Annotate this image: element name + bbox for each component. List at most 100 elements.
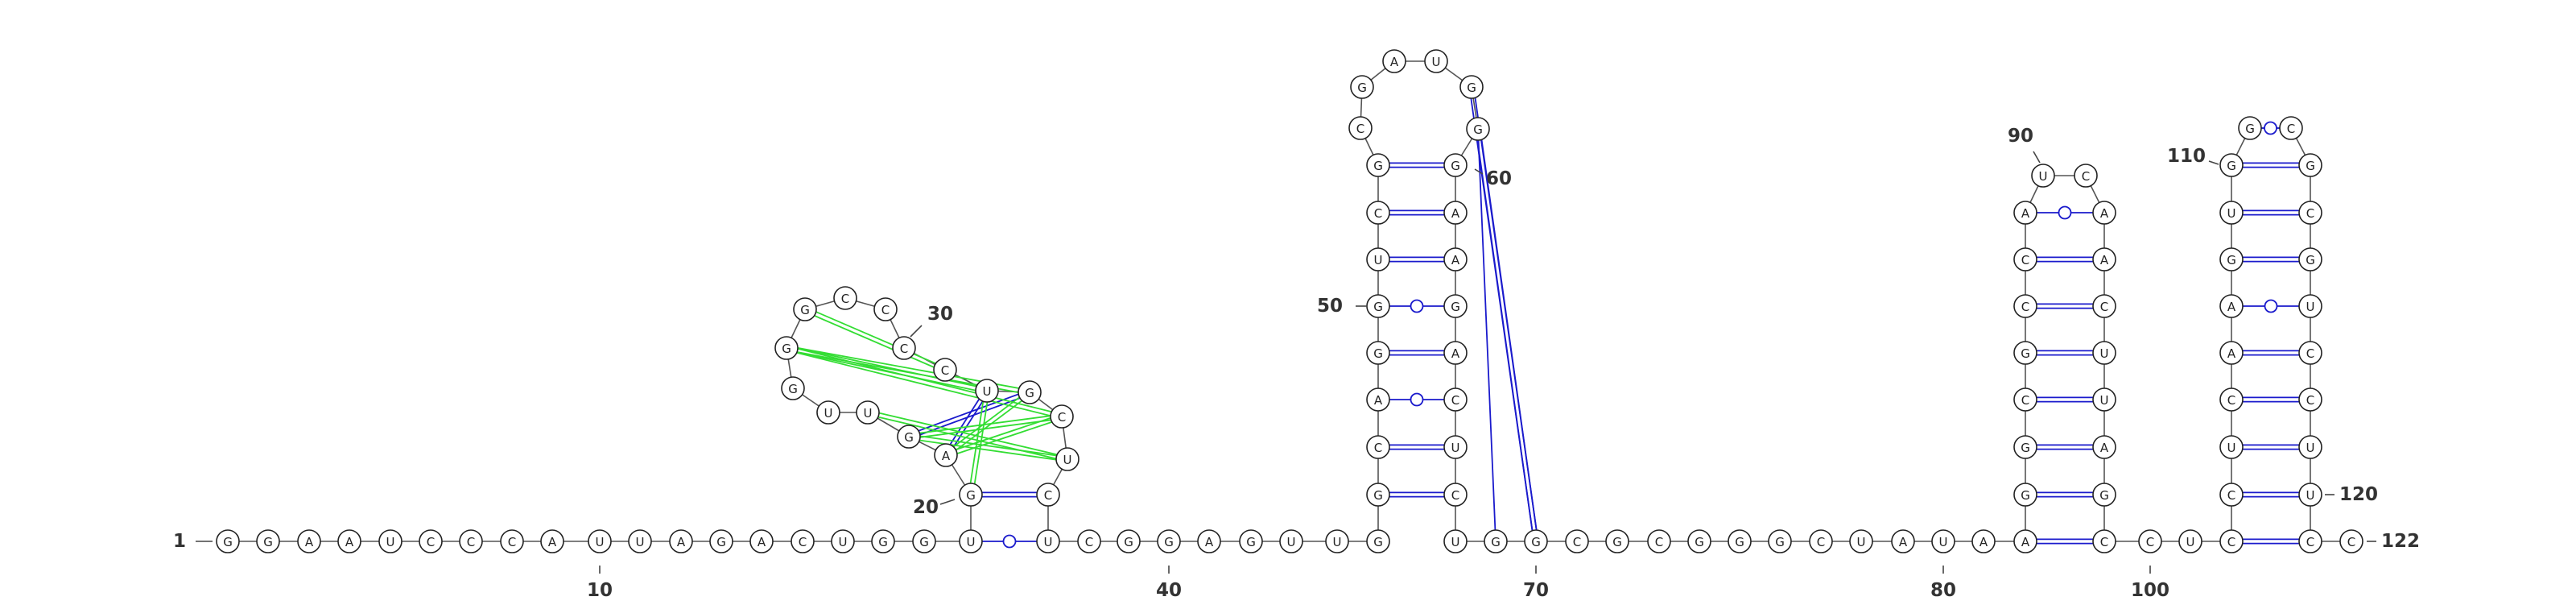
nucleotide-letter: C — [1817, 535, 1825, 549]
nucleotide-circle — [816, 400, 840, 425]
nucleotide: G — [1728, 529, 1752, 553]
position-tick — [1474, 168, 1484, 175]
nucleotide-letter: U — [1857, 535, 1866, 549]
nucleotide: A — [1443, 247, 1468, 271]
nucleotide: U — [2092, 341, 2116, 365]
nucleotide: G — [2238, 116, 2262, 140]
nucleotide: C — [419, 529, 443, 553]
nucleotide: G — [1366, 294, 1390, 318]
nucleotide-circle — [1239, 529, 1263, 553]
nucleotide-letter: G — [1124, 535, 1133, 549]
canonical-base-pair — [1472, 86, 1539, 541]
position-label: 80 — [1930, 580, 1956, 601]
nucleotide-letter: C — [881, 303, 890, 317]
nucleotide: C — [2339, 529, 2363, 553]
nucleotide: G — [709, 529, 733, 553]
nucleotide-circle — [297, 529, 321, 553]
nucleotide-circle — [1036, 529, 1060, 553]
nucleotide-letter: G — [800, 303, 810, 317]
nucleotide-letter: U — [2039, 169, 2048, 184]
nucleotide-circle — [793, 297, 817, 321]
nucleotide-letter: C — [799, 535, 807, 549]
nucleotide: C — [1050, 404, 1074, 429]
nucleotide-circle — [2219, 387, 2244, 412]
nucleotide-circle — [256, 529, 280, 553]
nucleotide-circle — [781, 376, 805, 400]
nucleotide-circle — [1424, 49, 1448, 73]
position-label: 10 — [587, 580, 613, 601]
nucleotide-circle — [1366, 341, 1390, 365]
nucleotide: A — [1197, 529, 1221, 553]
nucleotide: G — [781, 376, 805, 400]
noncanonical-base-pair — [868, 409, 1068, 458]
nucleotide: U — [1036, 529, 1060, 553]
noncanonical-base-pair — [803, 310, 945, 373]
nucleotide: C — [2092, 294, 2116, 318]
noncanonical-base-pair — [805, 306, 947, 369]
nucleotide-circle — [831, 529, 855, 553]
nucleotide: A — [1891, 529, 1915, 553]
nucleotide-circle — [833, 286, 857, 310]
position-label: 100 — [2131, 580, 2169, 601]
nucleotide-letter: A — [1979, 535, 1988, 549]
nucleotide-circle — [2298, 294, 2322, 318]
nucleotide-circle — [934, 443, 958, 467]
nucleotide-letter: U — [2306, 488, 2315, 503]
nucleotide-letter: A — [2100, 253, 2109, 267]
nucleotide-letter: A — [1899, 535, 1908, 549]
nucleotide-letter: C — [1374, 206, 1382, 221]
nucleotide: A — [669, 529, 693, 553]
nucleotide: G — [1157, 529, 1181, 553]
nucleotide-circle — [2074, 164, 2098, 188]
nucleotide: C — [2092, 529, 2116, 553]
nucleotide-letter: G — [2021, 488, 2030, 503]
nucleotide-letter: G — [878, 535, 888, 549]
nucleotide-letter: G — [1612, 535, 1622, 549]
nucleotide: C — [2279, 116, 2303, 140]
noncanonical-base-pair — [968, 390, 986, 495]
nucleotide-layer: G G A A U C C C A U U A G A C U G G U G A G U U G G G C C C C U G C U C U C G G… — [216, 49, 2363, 553]
nucleotide: G — [1018, 380, 1042, 404]
nucleotide-circle — [1325, 529, 1349, 553]
long-range-base-pair — [1477, 128, 1496, 542]
nucleotide-circle — [791, 529, 815, 553]
position-label: 122 — [2381, 531, 2420, 552]
nucleotide: C — [873, 297, 898, 321]
nucleotide-letter: C — [2021, 393, 2029, 408]
nucleotide: U — [2219, 435, 2244, 459]
position-tick — [910, 325, 923, 338]
nucleotide-circle — [2092, 483, 2116, 507]
nucleotide: A — [2092, 435, 2116, 459]
nucleotide-circle — [2219, 435, 2244, 459]
noncanonical-base-pair — [908, 437, 1067, 462]
nucleotide: G — [1366, 341, 1390, 365]
nucleotide-circle — [1366, 387, 1390, 412]
position-tick — [2208, 160, 2219, 165]
nucleotide-letter: A — [1205, 535, 1214, 549]
canonical-base-pair — [907, 389, 1030, 436]
nucleotide: C — [500, 529, 524, 553]
nucleotide: U — [1325, 529, 1349, 553]
nucleotide-letter: C — [2306, 535, 2314, 549]
nucleotide-circle — [588, 529, 612, 553]
nucleotide: A — [1443, 341, 1468, 365]
nucleotide: C — [2219, 529, 2244, 553]
noncanonical-base-pair — [946, 417, 1063, 458]
nucleotide-circle — [1524, 529, 1548, 553]
nucleotide-circle — [2013, 294, 2037, 318]
nucleotide-letter: U — [2306, 300, 2315, 314]
nucleotide: G — [1350, 75, 1374, 99]
nucleotide-circle — [1931, 529, 1955, 553]
nucleotide: G — [959, 483, 983, 507]
nucleotide-letter: C — [2082, 169, 2090, 184]
nucleotide-letter: C — [2100, 535, 2108, 549]
nucleotide: U — [1279, 529, 1303, 553]
nucleotide-circle — [892, 336, 916, 360]
nucleotide-circle — [2219, 341, 2244, 365]
nucleotide: A — [540, 529, 564, 553]
nucleotide-letter: U — [596, 535, 605, 549]
nucleotide-letter: C — [1044, 488, 1052, 503]
nucleotide-letter: C — [2306, 346, 2314, 361]
nucleotide-circle — [2013, 529, 2037, 553]
